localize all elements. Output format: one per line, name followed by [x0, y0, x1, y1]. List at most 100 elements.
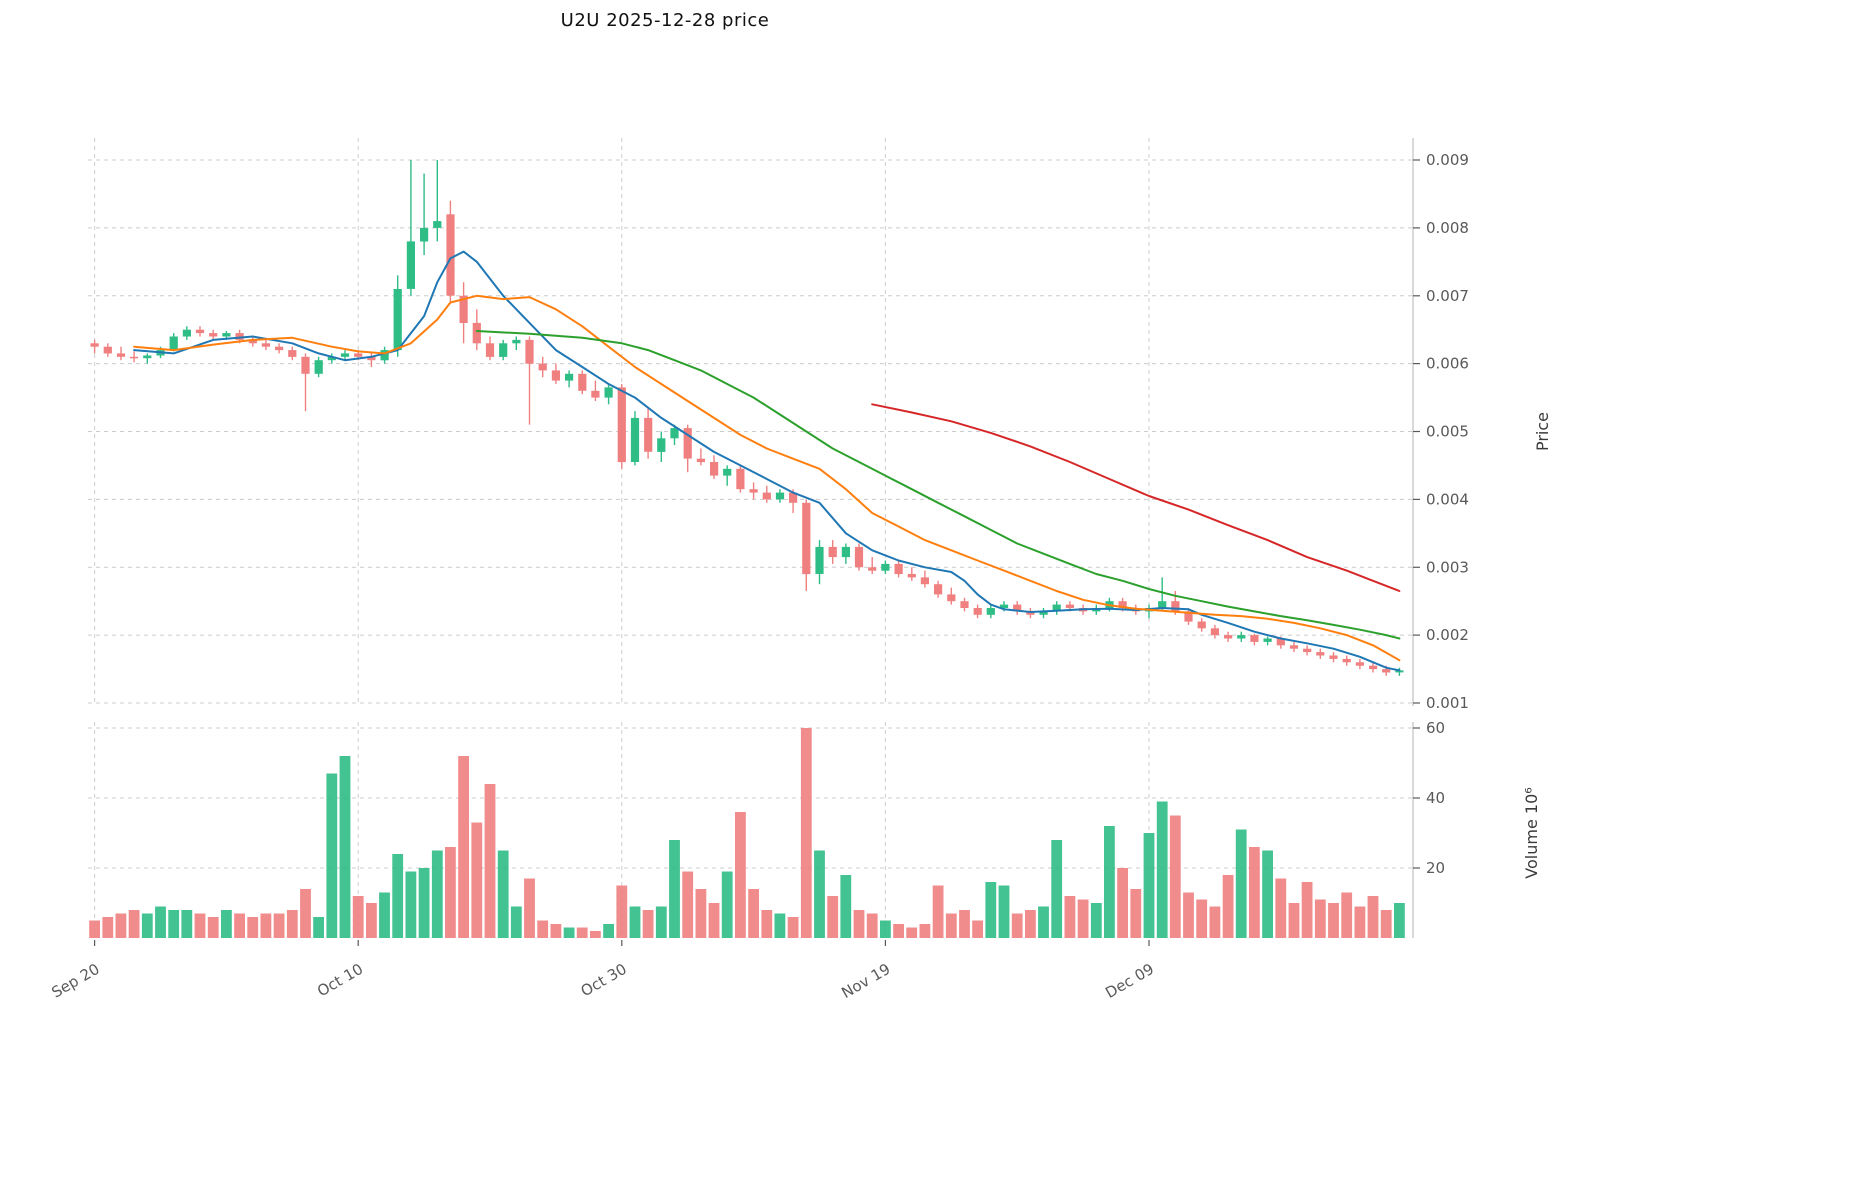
volume-bar [273, 913, 285, 938]
volume-bar [1104, 826, 1115, 938]
volume-bar [260, 913, 272, 938]
candle [881, 560, 890, 574]
candle [314, 356, 323, 378]
volume-bar [431, 850, 443, 938]
candle [538, 356, 547, 378]
candle [854, 543, 864, 571]
candle [1303, 645, 1312, 656]
volume-bar [102, 917, 114, 938]
volume-bar [695, 889, 707, 938]
volume-bar [761, 910, 773, 938]
volume-bar [379, 892, 390, 938]
volume-bar [418, 868, 430, 938]
candle [1329, 652, 1338, 663]
volume-bar [352, 896, 364, 938]
candle [775, 489, 785, 503]
candle [143, 353, 152, 364]
volume-bar [128, 910, 140, 938]
candle [1342, 655, 1351, 666]
volume-bar [748, 889, 759, 938]
volume-bar [89, 920, 100, 938]
candle [340, 350, 350, 361]
volume-bar [141, 913, 153, 938]
volume-bar [1275, 878, 1287, 938]
volume-bar [155, 906, 166, 938]
volume-bar [221, 910, 232, 938]
volume-bar [366, 903, 377, 938]
candle [130, 351, 139, 363]
volume-bar [1183, 892, 1194, 938]
candle [393, 275, 402, 357]
volume-bar [339, 756, 351, 938]
candle [380, 346, 389, 364]
volume-bar [616, 885, 628, 938]
candle [1144, 604, 1154, 619]
volume-bar [1156, 801, 1168, 938]
candle [868, 557, 877, 574]
candle [1052, 601, 1061, 615]
candle [420, 173, 429, 255]
candle [1039, 608, 1048, 619]
candle [248, 336, 257, 347]
candle [301, 353, 310, 412]
price-tick-label: 0.007 [1426, 287, 1469, 305]
volume-bar [669, 840, 680, 938]
candle [103, 343, 112, 357]
candle [1197, 618, 1206, 632]
volume-bar [919, 924, 931, 938]
volume-bar [906, 927, 918, 938]
volume-bar [1394, 903, 1405, 938]
candle [815, 540, 824, 585]
volume-bar [1143, 833, 1155, 938]
candle [1013, 601, 1022, 615]
volume-bar [1051, 840, 1063, 938]
volume-bar [590, 931, 601, 938]
volume-bar [550, 924, 562, 938]
volume-bar [234, 913, 245, 938]
volume-bars [89, 728, 1405, 938]
candle [1316, 648, 1325, 659]
volume-bar [576, 927, 588, 938]
volume-bar [774, 913, 786, 938]
candle [275, 343, 284, 354]
volume-bar [985, 882, 997, 938]
candle [446, 200, 455, 303]
candle [578, 370, 587, 395]
volume-bar [1064, 896, 1076, 938]
volume-bar [1341, 892, 1353, 938]
volume-bar [1011, 913, 1023, 938]
volume-bar [1038, 906, 1049, 938]
candle [644, 407, 653, 459]
volume-bar [893, 924, 904, 938]
volume-bar [800, 728, 812, 938]
volume-bar [853, 910, 865, 938]
candle [591, 380, 600, 401]
price-axis-label: Price [1533, 412, 1552, 451]
volume-bar [814, 850, 825, 938]
candle [433, 160, 442, 242]
price-tick-label: 0.004 [1426, 490, 1469, 508]
volume-bar [392, 854, 404, 938]
volume-tick-label: 20 [1426, 859, 1445, 877]
volume-bar [300, 889, 311, 938]
candle [288, 346, 297, 361]
candle [1224, 631, 1233, 642]
chart-title: U2U 2025-12-28 price [560, 10, 770, 31]
volume-bar [1367, 896, 1379, 938]
volume-bar [682, 871, 694, 938]
volume-bar [445, 847, 456, 938]
candle [973, 604, 982, 619]
candle [1210, 624, 1219, 639]
volume-bar [1301, 882, 1313, 938]
volume-bar [115, 913, 127, 938]
volume-bar [326, 773, 338, 938]
candle [894, 560, 903, 578]
candle [525, 336, 534, 425]
volume-bar [787, 917, 799, 938]
volume-bar [1090, 903, 1102, 938]
volume-bar [840, 875, 852, 938]
x-tick-label: Nov 19 [838, 960, 893, 1002]
candle [604, 384, 613, 405]
volume-bar [1288, 903, 1300, 938]
volume-bar [735, 812, 746, 938]
